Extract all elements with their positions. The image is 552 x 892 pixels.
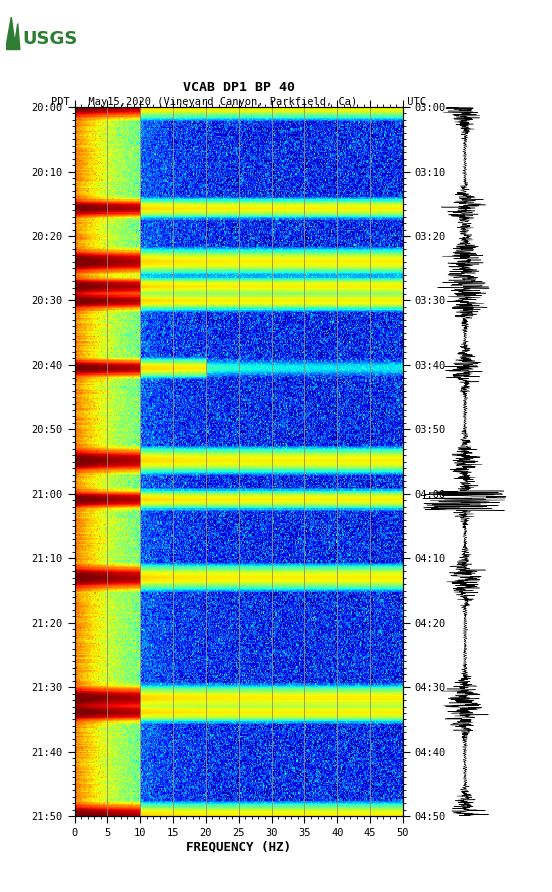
- Text: USGS: USGS: [23, 30, 78, 48]
- Polygon shape: [6, 17, 20, 49]
- Text: PDT   May15,2020 (Vineyard Canyon, Parkfield, Ca)        UTC: PDT May15,2020 (Vineyard Canyon, Parkfie…: [51, 97, 426, 107]
- Text: VCAB DP1 BP 40: VCAB DP1 BP 40: [183, 80, 295, 94]
- X-axis label: FREQUENCY (HZ): FREQUENCY (HZ): [186, 841, 291, 854]
